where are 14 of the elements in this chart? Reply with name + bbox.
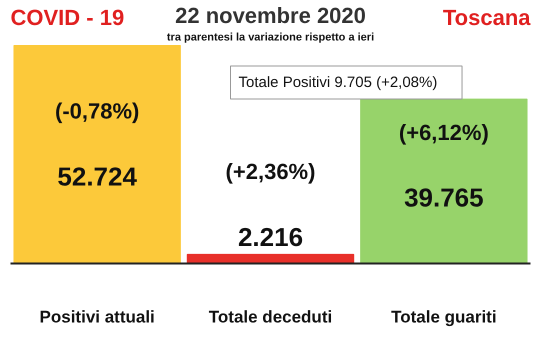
text: COVID - 19 xyxy=(10,5,124,30)
chart-subtitle: tra parentesi la variazione rispetto a ieri xyxy=(166,32,374,44)
annotation: Totale Positivi 9.705 (+2,08%) xyxy=(238,74,438,91)
annotation: (-0,78%) xyxy=(54,98,140,124)
annotation: (+2,36%) xyxy=(226,158,316,184)
data-label: 39.765 xyxy=(404,182,484,213)
data-label: 52.724 xyxy=(57,161,138,192)
chart-title: 22 novembre 2020 xyxy=(175,3,366,28)
x-tick-label: Totale deceduti xyxy=(208,308,332,326)
x-tick-label: Positivi attuali xyxy=(40,308,155,326)
text: Toscana xyxy=(442,5,532,30)
annotation: (+6,12%) xyxy=(398,120,489,145)
x-tick-label: Totale guariti xyxy=(391,308,497,326)
data-label: 2.216 xyxy=(238,222,304,252)
